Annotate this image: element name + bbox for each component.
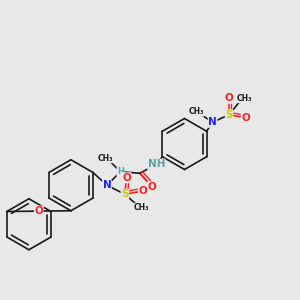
- Text: O: O: [225, 93, 233, 103]
- Text: CH₃: CH₃: [188, 107, 204, 116]
- Text: N: N: [103, 180, 111, 190]
- Text: CH₃: CH₃: [134, 203, 149, 212]
- Text: S: S: [121, 189, 129, 199]
- Text: O: O: [148, 182, 156, 192]
- Text: O: O: [139, 186, 147, 196]
- Text: CH₃: CH₃: [236, 94, 252, 103]
- Text: NH: NH: [148, 159, 165, 169]
- Text: O: O: [34, 206, 43, 216]
- Text: S: S: [225, 110, 233, 120]
- Text: H: H: [117, 167, 124, 176]
- Text: O: O: [122, 173, 131, 183]
- Text: N: N: [208, 117, 217, 127]
- Text: CH₃: CH₃: [98, 154, 113, 163]
- Text: O: O: [241, 113, 250, 123]
